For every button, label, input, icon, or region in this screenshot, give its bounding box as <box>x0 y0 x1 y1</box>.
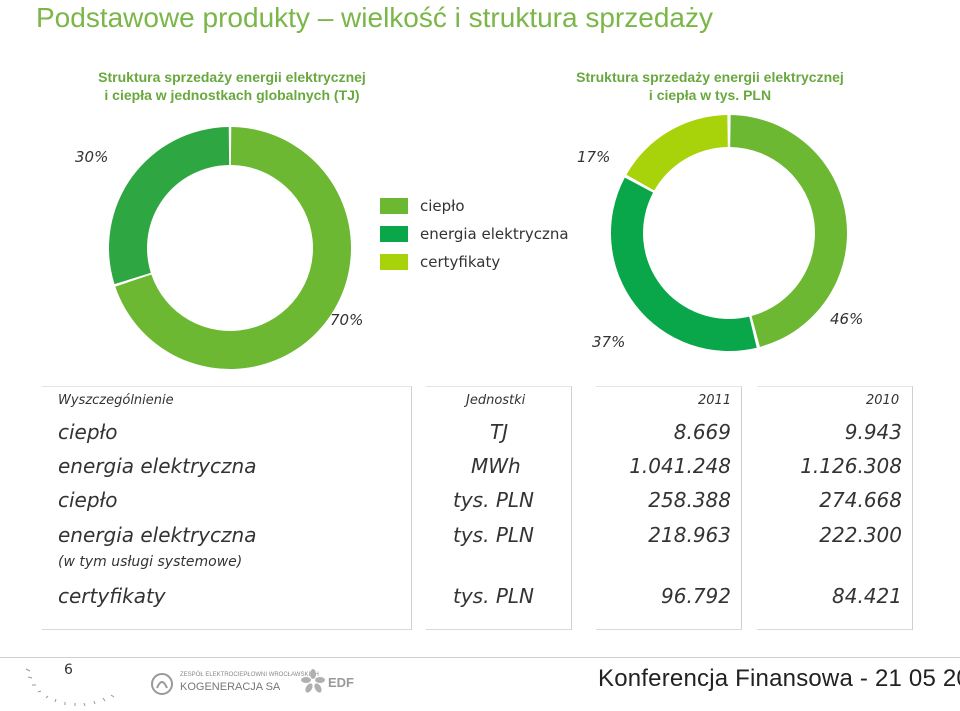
legend-label-certyfikaty: certyfikaty <box>420 253 501 271</box>
edf-wordmark: EDF <box>328 675 354 690</box>
kogeneracja-name: KOGENERACJA SA <box>180 681 281 693</box>
donut-chart-tj <box>109 127 351 369</box>
footer-divider <box>0 657 960 658</box>
donut-slice-energia-elektryczna <box>109 127 230 285</box>
legend-item-certyfikaty: certyfikaty <box>380 248 569 276</box>
donut-slice-ciepło <box>730 115 847 347</box>
table-column-items <box>42 386 412 630</box>
table-header-unit: Jednostki <box>466 393 526 408</box>
slice-label-tj-cieplo: 70% <box>330 311 364 329</box>
table-column-2010 <box>757 386 913 630</box>
legend-item-cieplo: ciepło <box>380 192 569 220</box>
table-cell-name: energia elektryczna <box>58 454 257 478</box>
legend-label-cieplo: ciepło <box>420 197 465 215</box>
table-cell-2010: 274.668 <box>819 488 902 512</box>
donut-slice-certyfikaty <box>626 115 728 191</box>
table-cell-subnote: (w tym usługi systemowe) <box>58 554 243 570</box>
chart-title-pln-line-1: Struktura sprzedaży energii elektrycznej <box>576 69 844 85</box>
chart-legend: ciepło energia elektryczna certyfikaty <box>380 192 569 276</box>
slice-label-tj-energia: 30% <box>75 148 109 166</box>
chart-title-tj-line-2: i ciepła w jednostkach globalnych (TJ) <box>104 87 360 103</box>
legend-item-energia: energia elektryczna <box>380 220 569 248</box>
table-cell-name: ciepło <box>58 488 118 512</box>
slice-label-pln-energia: 37% <box>592 333 626 351</box>
chart-title-pln-line-2: i ciepła w tys. PLN <box>648 87 772 103</box>
table-cell-name: energia elektryczna <box>58 523 257 547</box>
footer-conference-text: Konferencja Finansowa - 21 05 2012 <box>598 665 960 692</box>
table-cell-2011: 8.669 <box>673 420 731 444</box>
donut-slice-energia-elektryczna <box>611 177 757 351</box>
table-cell-unit: tys. PLN <box>453 488 534 512</box>
table-cell-unit: tys. PLN <box>453 584 534 608</box>
kogeneracja-logo: ZESPÓŁ ELEKTROCIEPŁOWNI WROCŁAWSKICH KOG… <box>150 670 319 698</box>
table-cell-2011: 218.963 <box>648 523 731 547</box>
legend-swatch-cieplo <box>380 198 408 214</box>
legend-label-energia: energia elektryczna <box>420 225 569 243</box>
page-number: 6 <box>64 662 73 678</box>
chart-title-tj: Struktura sprzedaży energii elektrycznej… <box>42 68 422 104</box>
legend-swatch-certyfikaty <box>380 254 408 270</box>
table-header-item: Wyszczególnienie <box>58 393 174 408</box>
table-header-2010: 2010 <box>866 393 900 408</box>
chart-title-tj-line-1: Struktura sprzedaży energii elektrycznej <box>98 69 366 85</box>
kogeneracja-emblem-icon <box>151 673 173 695</box>
table-cell-unit: TJ <box>490 420 509 444</box>
kogeneracja-subtitle: ZESPÓŁ ELEKTROCIEPŁOWNI WROCŁAWSKICH <box>180 672 319 678</box>
table-cell-2011: 1.041.248 <box>629 454 731 478</box>
table-header-2011: 2011 <box>698 393 732 408</box>
chart-title-pln: Struktura sprzedaży energii elektrycznej… <box>520 68 900 104</box>
table-column-units <box>426 386 572 630</box>
table-column-2011 <box>596 386 742 630</box>
table-cell-name: certyfikaty <box>58 584 166 608</box>
donut-chart-pln <box>611 115 847 351</box>
table-cell-2010: 222.300 <box>819 523 902 547</box>
table-cell-2011: 96.792 <box>661 584 731 608</box>
decorative-arc-icon <box>25 668 115 707</box>
table-cell-unit: tys. PLN <box>453 523 534 547</box>
page-title: Podstawowe produkty – wielkość i struktu… <box>36 2 713 33</box>
donut-slice-ciepło <box>115 127 351 369</box>
table-cell-2010: 1.126.308 <box>800 454 902 478</box>
edf-flower-icon <box>301 669 325 693</box>
table-cell-name: ciepło <box>58 420 118 444</box>
legend-swatch-energia <box>380 226 408 242</box>
edf-logo: EDF <box>300 668 360 698</box>
slice-label-pln-cieplo: 46% <box>830 310 864 328</box>
table-cell-unit: MWh <box>471 454 521 478</box>
table-cell-2010: 84.421 <box>832 584 902 608</box>
slice-label-pln-certyfikaty: 17% <box>577 148 611 166</box>
table-cell-2010: 9.943 <box>844 420 902 444</box>
table-cell-2011: 258.388 <box>648 488 731 512</box>
